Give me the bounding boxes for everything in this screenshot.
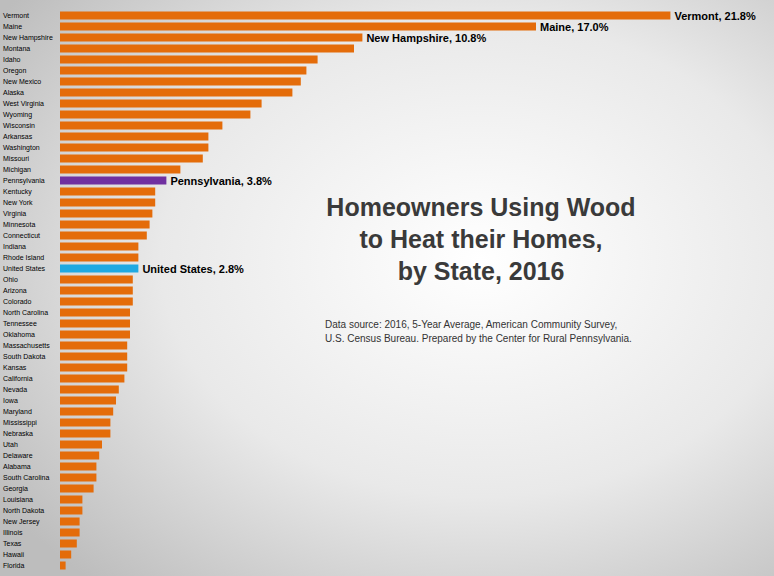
svg-text:Pennsylvania: Pennsylvania [3, 177, 45, 185]
svg-text:New Mexico: New Mexico [3, 78, 41, 85]
svg-text:Ohio: Ohio [3, 276, 18, 283]
svg-text:Data source: 2016, 5-Year Aver: Data source: 2016, 5-Year Average, Ameri… [325, 319, 617, 330]
svg-text:Alaska: Alaska [3, 89, 24, 96]
svg-text:Alabama: Alabama [3, 463, 31, 470]
svg-text:Texas: Texas [3, 540, 22, 547]
svg-text:United States: United States [3, 265, 46, 272]
svg-text:Homeowners Using Wood: Homeowners Using Wood [326, 193, 635, 221]
svg-text:Tennessee: Tennessee [3, 320, 37, 327]
svg-text:Mississippi: Mississippi [3, 419, 37, 427]
svg-text:Massachusetts: Massachusetts [3, 342, 50, 349]
svg-text:New York: New York [3, 199, 33, 206]
svg-text:Nebraska: Nebraska [3, 430, 33, 437]
svg-text:New Hampshire, 10.8%: New Hampshire, 10.8% [366, 32, 486, 44]
svg-text:Florida: Florida [3, 562, 25, 569]
svg-text:Virginia: Virginia [3, 210, 26, 218]
svg-text:California: California [3, 375, 33, 382]
svg-text:by State, 2016: by State, 2016 [398, 257, 565, 285]
svg-text:New Jersey: New Jersey [3, 518, 40, 526]
svg-text:Wyoming: Wyoming [3, 111, 32, 119]
svg-text:Maine: Maine [3, 23, 22, 30]
svg-text:Utah: Utah [3, 441, 18, 448]
svg-text:Maine, 17.0%: Maine, 17.0% [540, 21, 609, 33]
svg-text:Oklahoma: Oklahoma [3, 331, 35, 338]
svg-text:North Dakota: North Dakota [3, 507, 44, 514]
svg-text:Pennsylvania, 3.8%: Pennsylvania, 3.8% [170, 175, 272, 187]
svg-text:Kentucky: Kentucky [3, 188, 32, 196]
svg-text:Kansas: Kansas [3, 364, 27, 371]
svg-text:Oregon: Oregon [3, 67, 26, 75]
svg-text:Nevada: Nevada [3, 386, 27, 393]
svg-text:Indiana: Indiana [3, 243, 26, 250]
svg-text:to Heat their Homes,: to Heat their Homes, [359, 225, 602, 253]
svg-text:North Carolina: North Carolina [3, 309, 48, 316]
svg-text:Delaware: Delaware [3, 452, 33, 459]
svg-text:Georgia: Georgia [3, 485, 28, 493]
svg-text:Arizona: Arizona [3, 287, 27, 294]
svg-text:Washington: Washington [3, 144, 40, 152]
svg-text:West Virginia: West Virginia [3, 100, 44, 108]
svg-text:Idaho: Idaho [3, 56, 21, 63]
svg-text:U.S. Census Bureau. Prepared b: U.S. Census Bureau. Prepared by the Cent… [325, 333, 632, 344]
svg-text:Iowa: Iowa [3, 397, 18, 404]
svg-text:Wisconsin: Wisconsin [3, 122, 35, 129]
svg-text:Montana: Montana [3, 45, 30, 52]
svg-text:Maryland: Maryland [3, 408, 32, 416]
svg-text:Rhode Island: Rhode Island [3, 254, 44, 261]
svg-text:Hawaii: Hawaii [3, 551, 24, 558]
svg-text:South Dakota: South Dakota [3, 353, 46, 360]
svg-text:Arkansas: Arkansas [3, 133, 33, 140]
svg-text:Minnesota: Minnesota [3, 221, 35, 228]
svg-text:United States, 2.8%: United States, 2.8% [142, 263, 244, 275]
svg-text:New Hampshire: New Hampshire [3, 34, 53, 42]
svg-text:Missouri: Missouri [3, 155, 30, 162]
svg-text:South Carolina: South Carolina [3, 474, 49, 481]
svg-text:Louisiana: Louisiana [3, 496, 33, 503]
svg-text:Colorado: Colorado [3, 298, 32, 305]
svg-text:Vermont: Vermont [3, 12, 29, 19]
svg-text:Illinois: Illinois [3, 529, 23, 536]
svg-text:Connecticut: Connecticut [3, 232, 40, 239]
svg-text:Vermont, 21.8%: Vermont, 21.8% [674, 10, 756, 22]
svg-text:Michigan: Michigan [3, 166, 31, 174]
